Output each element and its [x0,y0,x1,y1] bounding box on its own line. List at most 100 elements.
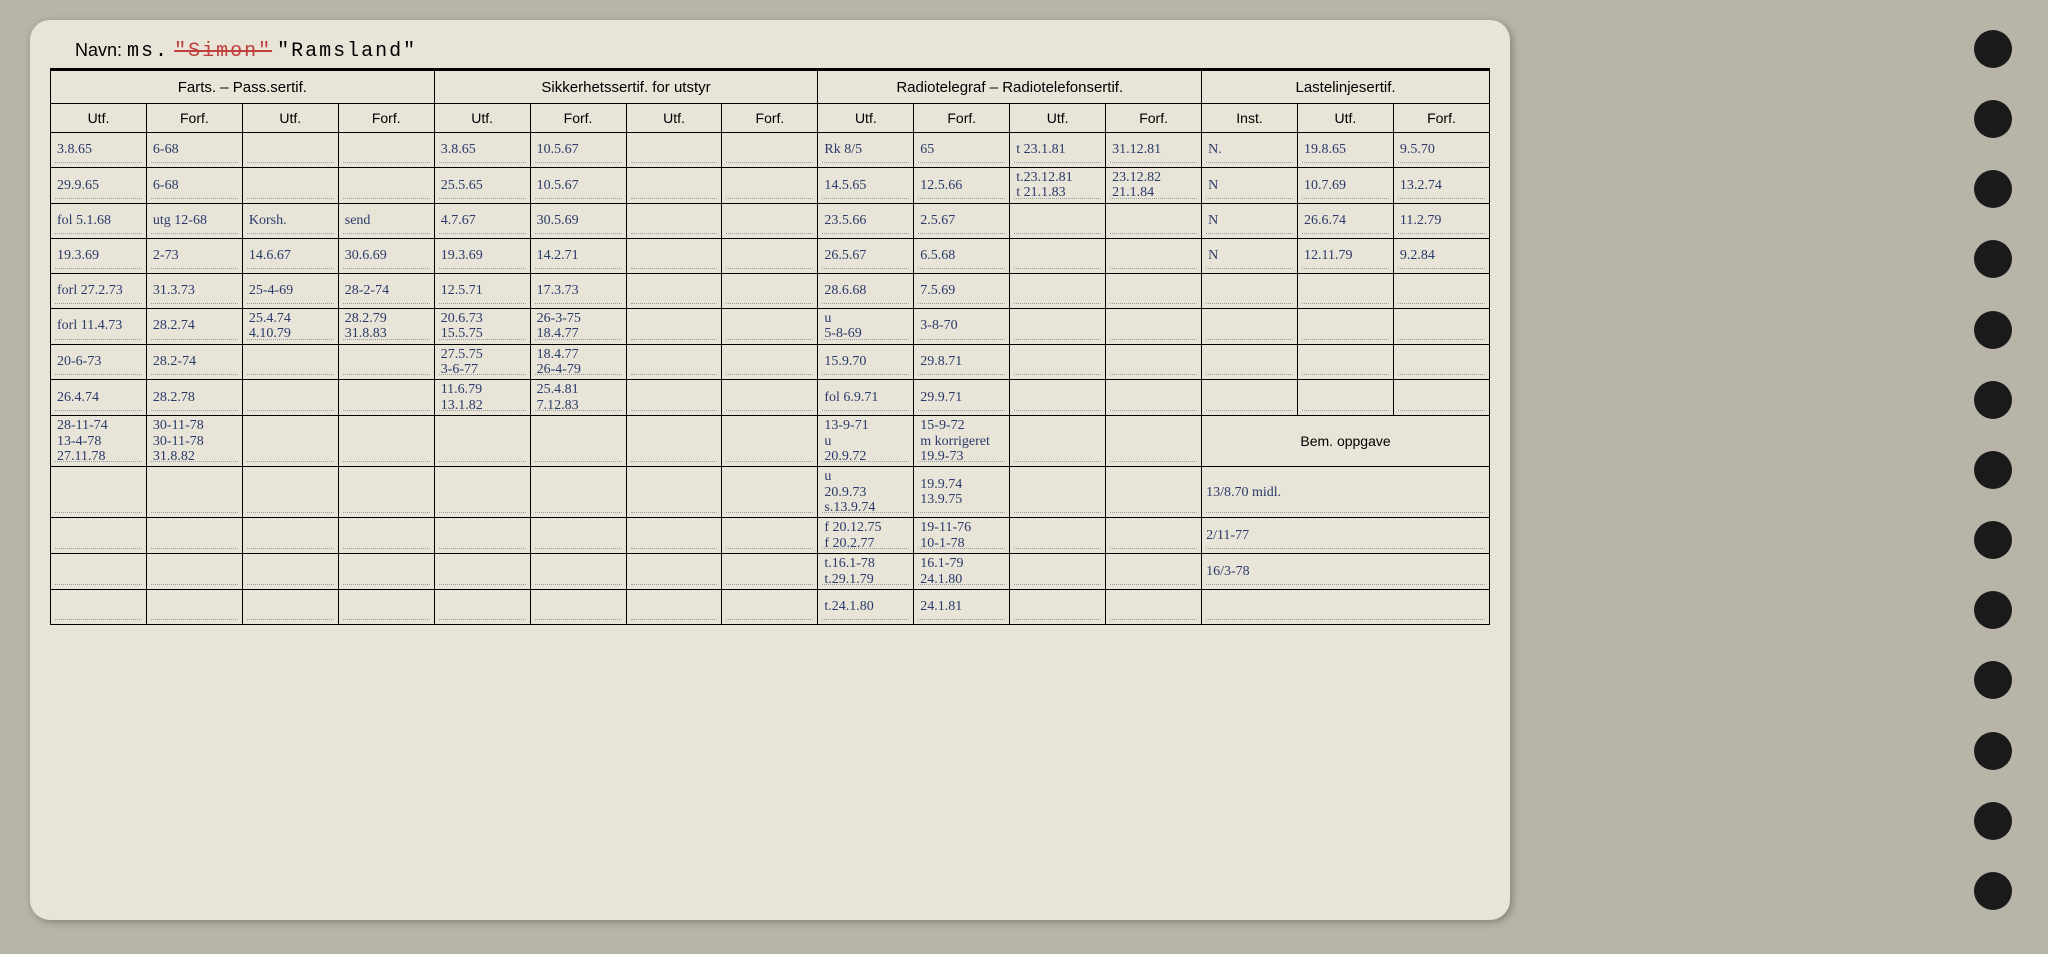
cell [242,133,338,168]
cell: 25.5.65 [434,168,530,204]
cell: 12.5.71 [434,273,530,308]
cell: 16.1-79 24.1.80 [914,554,1010,590]
cell: t.24.1.80 [818,590,914,625]
cell: 19-11-76 10-1-78 [914,518,1010,554]
cell [146,467,242,518]
cell [722,273,818,308]
cell: fol 6.9.71 [818,380,914,416]
binder-holes [1968,30,2018,910]
cell [1106,554,1202,590]
cell: 19.3.69 [51,238,147,273]
col-utf: Utf. [1010,104,1106,133]
col-utf: Utf. [51,104,147,133]
col-forf: Forf. [530,104,626,133]
cell [1106,416,1202,467]
col-utf: Utf. [434,104,530,133]
cell [722,467,818,518]
cell [338,590,434,625]
hole [1974,170,2012,208]
cell [722,238,818,273]
col-inst: Inst. [1202,104,1298,133]
cell: 12.11.79 [1297,238,1393,273]
cell: 6.5.68 [914,238,1010,273]
cell [1106,203,1202,238]
record-card: Navn: ms. "Simon" "Ramsland" Farts. – Pa… [30,20,1510,920]
table-row: 20-6-7328.2-7427.5.75 3-6-7718.4.77 26-4… [51,344,1490,380]
cell: 9.5.70 [1393,133,1489,168]
cell: u 5-8-69 [818,308,914,344]
cell [1010,273,1106,308]
cell [626,554,722,590]
cell [626,518,722,554]
cell: Korsh. [242,203,338,238]
cell [434,416,530,467]
cell [51,467,147,518]
cell [530,590,626,625]
cell [242,380,338,416]
cell [722,380,818,416]
cell: 30-11-78 30-11-78 31.8.82 [146,416,242,467]
hole [1974,30,2012,68]
cell: 14.2.71 [530,238,626,273]
cell: 20.6.73 15.5.75 [434,308,530,344]
cell [722,416,818,467]
cell [338,416,434,467]
cell [434,590,530,625]
cell: N [1202,203,1298,238]
cell [338,133,434,168]
cell [1297,344,1393,380]
cell: 25.4.74 4.10.79 [242,308,338,344]
cell: 65 [914,133,1010,168]
cell: 30.5.69 [530,203,626,238]
cell [434,467,530,518]
cell [626,238,722,273]
cell: 23.5.66 [818,203,914,238]
cell: Rk 8/5 [818,133,914,168]
cell [1010,467,1106,518]
cell: 28.6.68 [818,273,914,308]
navn-label: Navn: [75,40,122,60]
cell [242,518,338,554]
cell [1010,203,1106,238]
cell: 26.6.74 [1297,203,1393,238]
cell [1010,344,1106,380]
cell [51,590,147,625]
table-row: forl 27.2.7331.3.7325-4-6928-2-7412.5.71… [51,273,1490,308]
cell [626,133,722,168]
hole [1974,240,2012,278]
cell [626,168,722,204]
cell: 26.5.67 [818,238,914,273]
cell: t.16.1-78 t.29.1.79 [818,554,914,590]
cell: utg 12-68 [146,203,242,238]
bem-cell: 16/3-78 [1202,554,1490,590]
table-row: 28-11-74 13-4-78 27.11.7830-11-78 30-11-… [51,416,1490,467]
bem-cell: 13/8.70 midl. [1202,467,1490,518]
cell [1106,273,1202,308]
cell [722,344,818,380]
cell [1010,238,1106,273]
cell: 28-2-74 [338,273,434,308]
cell [1202,273,1298,308]
cell: 28.2.79 31.8.83 [338,308,434,344]
group-laste: Lastelinjesertif. [1202,71,1490,104]
cell: 28.2.78 [146,380,242,416]
table-row: 3.8.656-683.8.6510.5.67Rk 8/565t 23.1.81… [51,133,1490,168]
cell: 25.4.81 7.12.83 [530,380,626,416]
cell [338,554,434,590]
cell [722,518,818,554]
cell: 15-9-72 m korrigeret 19.9-73 [914,416,1010,467]
cell: 2.5.67 [914,203,1010,238]
cell: 7.5.69 [914,273,1010,308]
cell: 28.2.74 [146,308,242,344]
cell: f 20.12.75 f 20.2.77 [818,518,914,554]
cell [722,554,818,590]
cell [1106,467,1202,518]
cell: 14.5.65 [818,168,914,204]
cell: 13-9-71 u 20.9.72 [818,416,914,467]
hole [1974,521,2012,559]
col-forf: Forf. [1393,104,1489,133]
cell [722,308,818,344]
cell: 17.3.73 [530,273,626,308]
cell: 11.2.79 [1393,203,1489,238]
cell: N [1202,168,1298,204]
